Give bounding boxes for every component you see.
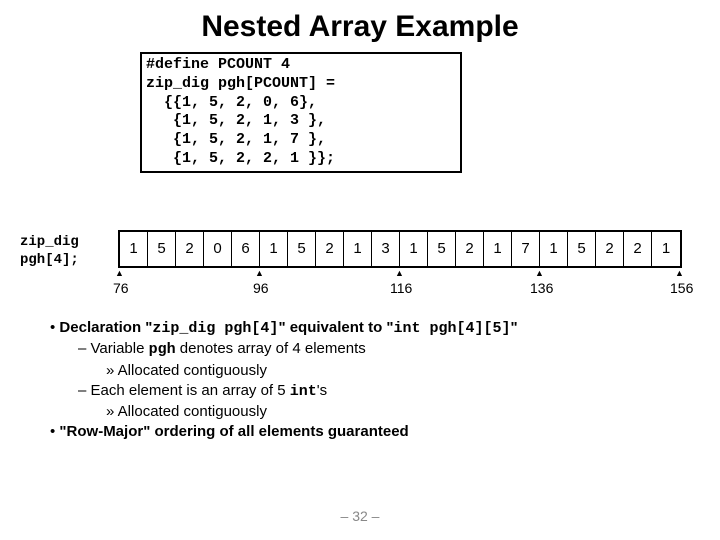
tick-mark: ▲	[675, 268, 685, 278]
tick-mark: ▲	[115, 268, 125, 278]
memory-cell: 5	[288, 232, 316, 266]
address-label: 96	[253, 280, 269, 296]
address-label: 156	[670, 280, 693, 296]
slide-title: Nested Array Example	[0, 0, 720, 44]
subbullet-element: – Each element is an array of 5 int's	[78, 381, 680, 402]
code-block: #define PCOUNT 4 zip_dig pgh[PCOUNT] = {…	[140, 52, 462, 173]
memory-cell: 5	[568, 232, 596, 266]
tick-mark: ▲	[535, 268, 545, 278]
text: – Variable	[78, 340, 149, 357]
bullet-declaration: • Declaration "zip_dig pgh[4]" equivalen…	[50, 318, 680, 339]
page-number: – 32 –	[0, 508, 720, 524]
code-inline: pgh	[149, 341, 176, 358]
memory-cell: 2	[176, 232, 204, 266]
text: Declaration "	[59, 319, 152, 336]
text: 's	[317, 382, 327, 399]
subbullet-variable: – Variable pgh denotes array of 4 elemen…	[78, 339, 680, 360]
memory-cell: 0	[204, 232, 232, 266]
text: "	[511, 319, 518, 336]
memory-cell: 7	[512, 232, 540, 266]
address-label: 116	[390, 280, 412, 296]
declaration-label: zip_dig pgh[4];	[20, 234, 79, 269]
text: "Row-Major" ordering of all elements gua…	[59, 423, 408, 440]
memory-cell: 6	[232, 232, 260, 266]
memory-cell: 1	[652, 232, 680, 266]
text: – Each element is an array of 5	[78, 382, 290, 399]
memory-cell: 2	[456, 232, 484, 266]
memory-cell: 5	[148, 232, 176, 266]
tick-mark: ▲	[255, 268, 265, 278]
text: denotes array of 4 elements	[176, 340, 366, 357]
memory-cell: 5	[428, 232, 456, 266]
memory-cell: 1	[344, 232, 372, 266]
memory-cell: 2	[316, 232, 344, 266]
text: " equivalent to "	[278, 319, 393, 336]
bullet-rowmajor: • "Row-Major" ordering of all elements g…	[50, 422, 680, 442]
memory-cell: 1	[260, 232, 288, 266]
memory-cell: 2	[624, 232, 652, 266]
code-inline: int pgh[4][5]	[394, 320, 511, 337]
body-text: • Declaration "zip_dig pgh[4]" equivalen…	[50, 318, 680, 443]
address-label: 76	[113, 280, 129, 296]
address-label: 136	[530, 280, 553, 296]
tick-mark: ▲	[395, 268, 405, 278]
memory-cell: 2	[596, 232, 624, 266]
code-inline: zip_dig pgh[4]	[152, 320, 278, 337]
slide: Nested Array Example #define PCOUNT 4 zi…	[0, 0, 720, 540]
subsubbullet-alloc-1: » Allocated contiguously	[106, 361, 680, 381]
memory-cell: 1	[484, 232, 512, 266]
code-inline: int	[290, 383, 317, 400]
decl-line-1: zip_dig	[20, 234, 79, 250]
memory-cells: 15206152131521715221	[118, 230, 682, 268]
memory-cell: 1	[400, 232, 428, 266]
memory-cell: 1	[540, 232, 568, 266]
subsubbullet-alloc-2: » Allocated contiguously	[106, 402, 680, 422]
memory-cell: 1	[120, 232, 148, 266]
decl-line-2: pgh[4];	[20, 252, 79, 268]
memory-cell: 3	[372, 232, 400, 266]
